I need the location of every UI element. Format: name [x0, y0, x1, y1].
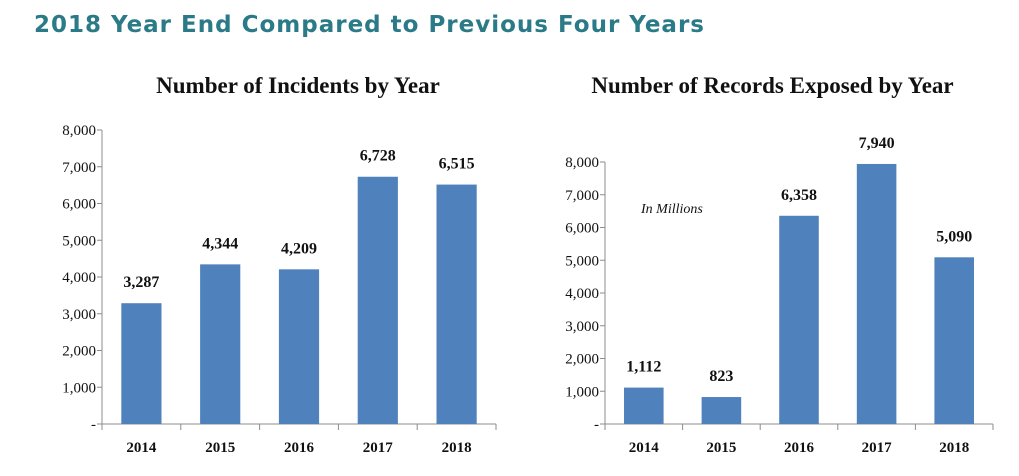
incidents-y-tick-label: 1,000 [62, 380, 96, 396]
records-data-label: 7,940 [859, 135, 895, 152]
incidents-y-tick-label: 3,000 [62, 307, 96, 323]
incidents-data-label: 6,728 [360, 148, 396, 165]
records-y-tick-label: 8,000 [565, 155, 599, 171]
incidents-data-label: 3,287 [123, 274, 159, 291]
records-bar [624, 387, 664, 424]
incidents-category-label: 2018 [442, 440, 472, 456]
records-data-label: 5,090 [936, 228, 972, 245]
incidents-bar [357, 176, 398, 424]
records-data-label: 1,112 [626, 359, 661, 376]
records-bar [934, 257, 974, 424]
records-units-annotation: In Millions [640, 202, 703, 217]
incidents-bar [121, 303, 162, 424]
records-y-tick-label: 6,000 [565, 221, 599, 237]
records-y-tick-label: 1,000 [565, 384, 599, 400]
records-bar [779, 215, 819, 424]
records-category-label: 2017 [862, 440, 893, 456]
records-data-label: 6,358 [781, 187, 817, 204]
page-title: 2018 Year End Compared to Previous Four … [34, 12, 705, 38]
incidents-y-tick-label: 5,000 [62, 233, 96, 249]
incidents-bar [278, 269, 320, 424]
records-bar [701, 397, 742, 424]
records-category-label: 2015 [706, 440, 736, 456]
records-data-label: 823 [709, 368, 733, 385]
incidents-bar [200, 264, 241, 424]
records-y-tick-label: 2,000 [565, 352, 599, 368]
incidents-data-label: 4,209 [281, 240, 317, 257]
incidents-y-tick-label: 6,000 [62, 197, 96, 213]
records-category-label: 2014 [629, 440, 660, 456]
incidents-category-label: 2015 [205, 440, 235, 456]
incidents-category-label: 2016 [284, 440, 315, 456]
incidents-y-tick-label: - [91, 417, 96, 433]
records-category-label: 2018 [939, 440, 969, 456]
chart-title-records: Number of Records Exposed by Year [591, 73, 954, 98]
records-y-tick-label: 4,000 [565, 286, 599, 302]
records-y-tick-label: 7,000 [565, 188, 599, 204]
incidents-y-tick-label: 4,000 [62, 270, 96, 286]
incidents-y-tick-label: 8,000 [62, 123, 96, 139]
incidents-y-tick-label: 2,000 [62, 344, 96, 360]
incidents-data-label: 6,515 [439, 156, 475, 173]
records-y-tick-label: - [594, 417, 599, 433]
incidents-category-label: 2017 [363, 440, 394, 456]
records-y-tick-label: 5,000 [565, 253, 599, 269]
incidents-bar [436, 184, 477, 424]
incidents-category-label: 2014 [126, 440, 157, 456]
records-y-tick-label: 3,000 [565, 319, 599, 335]
records-bar [856, 163, 897, 424]
incidents-y-tick-label: 7,000 [62, 160, 96, 176]
chart-title-incidents: Number of Incidents by Year [156, 73, 440, 98]
records-category-label: 2016 [784, 440, 815, 456]
incidents-data-label: 4,344 [202, 235, 238, 252]
